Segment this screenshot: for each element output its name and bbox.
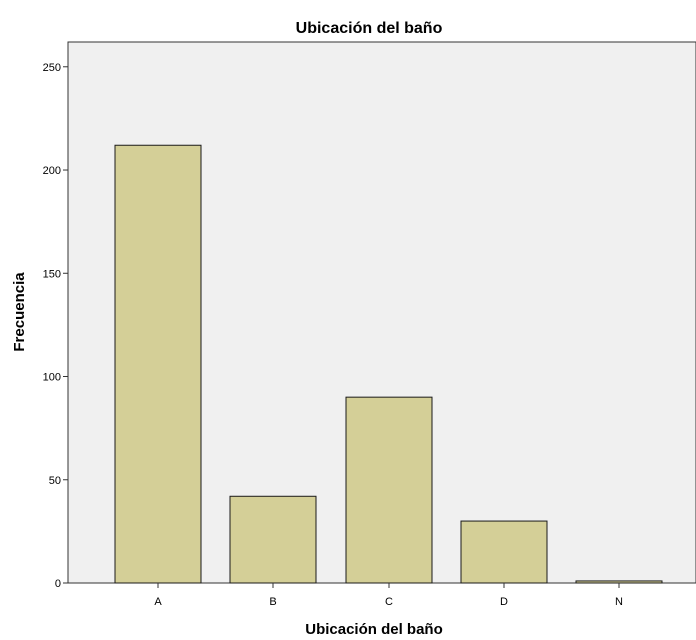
y-tick-label: 200 (43, 165, 61, 177)
y-axis-label: Frecuencia (11, 272, 28, 352)
bar-c (345, 396, 433, 584)
x-tick-label: A (154, 596, 162, 608)
x-axis-label: Ubicación del baño (305, 621, 443, 638)
chart-title: Ubicación del baño (296, 20, 443, 37)
y-axis: 0 50 100 150 200 250 (43, 62, 68, 590)
x-tick-label: C (385, 596, 393, 608)
y-tick-label: 0 (55, 578, 61, 590)
y-tick-label: 100 (43, 372, 61, 384)
y-tick-label: 150 (43, 268, 61, 280)
y-tick-label: 50 (49, 475, 61, 487)
bar-b (229, 495, 317, 584)
y-tick-label: 250 (43, 62, 61, 74)
x-tick-label: N (615, 596, 623, 608)
x-tick-label: B (269, 596, 276, 608)
bar-a (114, 144, 202, 584)
bar-d (460, 520, 548, 584)
bar-n (575, 580, 663, 584)
x-tick-label: D (500, 596, 508, 608)
